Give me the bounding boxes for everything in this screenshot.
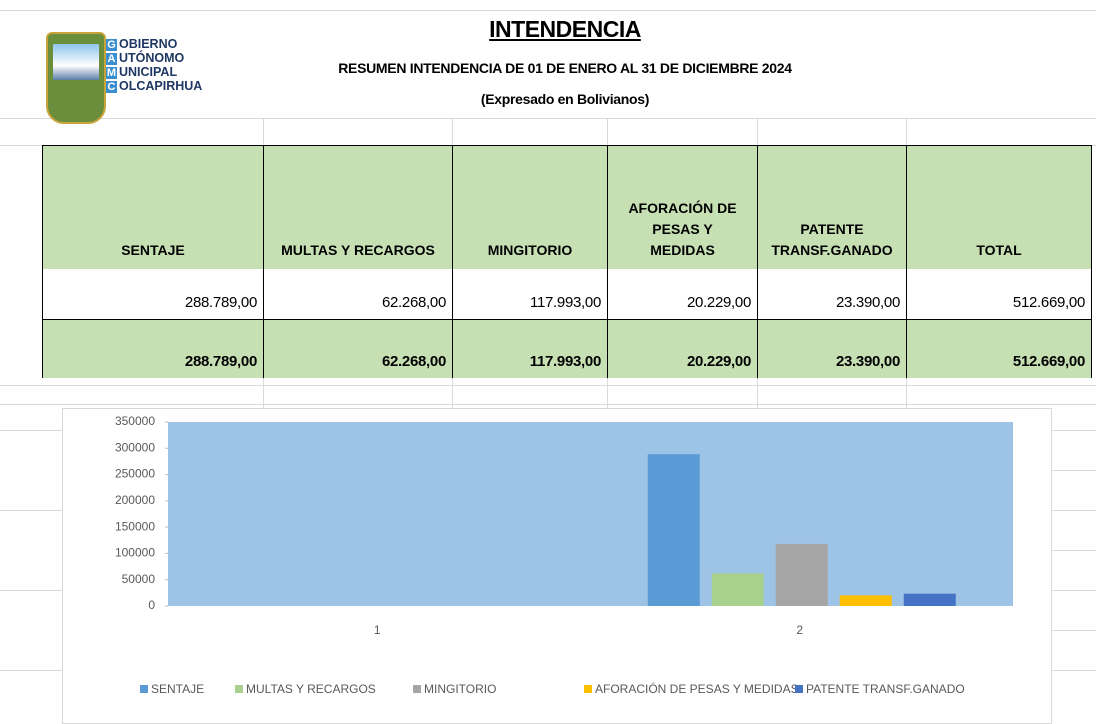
sheet-grid — [1052, 630, 1096, 631]
total-cell: 23.390,00 — [758, 319, 907, 378]
note: (Expresado en Bolivianos) — [480, 91, 650, 107]
summary-table: SENTAJE MULTAS Y RECARGOS MINGITORIO AFORAC… — [42, 145, 1092, 378]
data-cell: 23.390,00 — [758, 269, 907, 319]
sheet-grid — [1052, 670, 1096, 671]
plot-area — [168, 422, 1013, 606]
x-tick-label: 2 — [796, 623, 803, 637]
sheet-grid — [1052, 510, 1096, 511]
legend-swatch — [795, 685, 803, 693]
column-header: MULTAS Y RECARGOS — [264, 146, 453, 269]
column-header: PATENTE TRANSF.GANADO — [758, 146, 907, 269]
sheet-grid — [0, 10, 1096, 11]
logo-word: UTÓNOMO — [119, 51, 185, 65]
sheet-grid — [0, 118, 1096, 119]
y-tick-label: 0 — [148, 598, 155, 612]
bar — [647, 454, 700, 606]
subtitle: RESUMEN INTENDENCIA DE 01 DE ENERO AL 31… — [338, 60, 792, 76]
sheet-grid — [0, 510, 62, 511]
data-cell: 288.789,00 — [43, 269, 264, 319]
bar — [711, 573, 764, 606]
total-cell: 117.993,00 — [453, 319, 608, 378]
sheet-grid — [0, 590, 62, 591]
column-header: MINGITORIO — [453, 146, 608, 269]
sheet-grid — [1052, 590, 1096, 591]
total-cell: 62.268,00 — [264, 319, 453, 378]
logo-word: OLCAPIRHUA — [119, 79, 203, 93]
sheet-grid — [0, 385, 1096, 386]
legend-swatch — [235, 685, 243, 693]
legend-label: MULTAS Y RECARGOS — [246, 682, 376, 696]
logo-word: UNICIPAL — [119, 65, 178, 79]
data-cell: 512.669,00 — [1012, 294, 1085, 311]
y-tick-label: 300000 — [115, 440, 155, 454]
bar — [775, 543, 828, 606]
legend-label: AFORACIÓN DE PESAS Y MEDIDAS — [595, 681, 799, 696]
bar — [903, 593, 956, 606]
column-header: AFORACIÓN DE PESAS Y MEDIDAS — [608, 146, 758, 269]
sheet-grid — [1052, 550, 1096, 551]
sheet-grid — [1052, 430, 1096, 431]
logo-initial: A — [106, 53, 117, 65]
y-tick-label: 50000 — [122, 572, 156, 586]
bar — [839, 595, 892, 606]
sheet-grid — [0, 404, 1096, 405]
legend-swatch — [413, 685, 421, 693]
logo-line: M UNICIPAL — [106, 66, 177, 79]
logo-emblem — [46, 32, 106, 124]
sheet-grid — [0, 430, 62, 431]
y-tick-label: 200000 — [115, 493, 155, 507]
title: INTENDENCIA — [489, 16, 641, 42]
y-tick-label: 150000 — [115, 519, 155, 533]
legend-swatch — [140, 685, 148, 693]
column-header: TOTAL — [907, 146, 1091, 269]
y-tick-label: 100000 — [115, 546, 155, 560]
column-header: SENTAJE — [43, 146, 264, 269]
logo-word: OBIERNO — [119, 37, 178, 51]
data-cell: 117.993,00 — [453, 269, 608, 319]
chart-container: 0 50000 100000 150000 200000 250000 300000 3500… — [62, 408, 1052, 724]
legend-swatch — [584, 685, 592, 693]
logo-line: A UTÓNOMO — [106, 52, 184, 65]
sheet-grid — [0, 670, 62, 671]
logo-initial: C — [106, 81, 117, 93]
legend-label: MINGITORIO — [424, 682, 496, 696]
legend-label: PATENTE TRANSF.GANADO — [806, 682, 965, 696]
total-cell: 512.669,00 — [907, 319, 1091, 378]
total-cell: 20.229,00 — [608, 319, 758, 378]
logo-line: C OLCAPIRHUA — [106, 80, 202, 93]
chart: 0 50000 100000 150000 200000 250000 300000 3500… — [115, 414, 1013, 696]
data-cell: 62.268,00 — [264, 269, 453, 319]
x-tick-label: 1 — [374, 623, 381, 637]
y-tick-label: 350000 — [115, 414, 155, 428]
logo-line: G OBIERNO — [106, 38, 177, 51]
logo-initial: G — [106, 39, 117, 51]
y-tick-label: 250000 — [115, 467, 155, 481]
logo-initial: M — [106, 67, 117, 79]
data-cell: 20.229,00 — [608, 269, 758, 319]
sheet-grid — [1052, 470, 1096, 471]
total-cell: 288.789,00 — [43, 319, 264, 378]
legend-label: SENTAJE — [151, 682, 204, 696]
